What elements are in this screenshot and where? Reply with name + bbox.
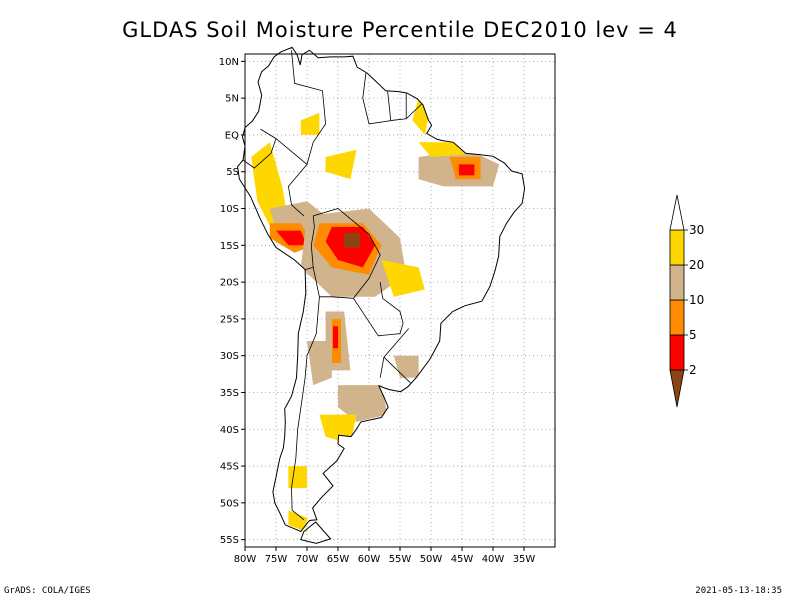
map-title: GLDAS Soil Moisture Percentile DEC2010 l… — [122, 18, 678, 42]
colorbar-label: 5 — [689, 328, 697, 342]
plot-area — [237, 46, 556, 548]
lat-tick-label: 50S — [220, 498, 239, 509]
lat-tick-label: 5N — [225, 94, 239, 105]
country-border — [310, 208, 381, 299]
lat-tick-label: EQ — [225, 130, 239, 141]
country-border — [379, 357, 385, 378]
lon-tick-label: 45W — [451, 554, 474, 565]
percentile-patch — [338, 385, 388, 422]
lat-tick-label: 35S — [220, 388, 239, 399]
colorbar-label: 30 — [689, 223, 704, 237]
lon-tick-label: 80W — [234, 554, 257, 565]
colorbar-label: 10 — [689, 293, 704, 307]
coastline — [237, 46, 526, 533]
lon-tick-label: 40W — [482, 554, 505, 565]
colorbar-label: 2 — [689, 363, 697, 377]
lon-tick-label: 75W — [265, 554, 288, 565]
colorbar-segment — [669, 194, 685, 231]
lat-tick-label: 10S — [220, 204, 239, 215]
colorbar-segment — [669, 334, 685, 371]
lon-tick-label: 55W — [389, 554, 412, 565]
percentile-patch — [300, 112, 320, 135]
colorbar-segment — [669, 299, 685, 336]
lat-tick-label: 25S — [220, 314, 239, 325]
percentile-patch — [344, 232, 361, 248]
country-border — [304, 267, 314, 270]
colorbar-segment — [669, 264, 685, 301]
lat-tick-label: 5S — [226, 167, 239, 178]
percentile-patch — [325, 149, 357, 180]
percentile-patch — [333, 326, 338, 349]
lon-tick-label: 50W — [420, 554, 443, 565]
country-borders — [237, 46, 526, 544]
percentile-patch — [276, 230, 307, 246]
percentile-patch — [307, 341, 332, 386]
lat-tick-label: 40S — [220, 425, 239, 436]
lon-tick-label: 65W — [327, 554, 350, 565]
lat-tick-label: 45S — [220, 462, 239, 473]
lat-tick-label: 20S — [220, 278, 239, 289]
percentile-patch — [381, 260, 425, 297]
country-border — [387, 90, 392, 121]
country-border — [291, 296, 320, 521]
lon-tick-label: 60W — [358, 554, 381, 565]
country-border — [287, 164, 308, 217]
lat-tick-label: 15S — [220, 241, 239, 252]
footer-credit: GrADS: COLA/IGES — [4, 586, 91, 596]
percentile-patch — [288, 510, 307, 533]
colorbar-legend: 2 5 10 20 30 — [669, 194, 704, 408]
plot-background — [245, 54, 555, 547]
lon-tick-label: 35W — [513, 554, 536, 565]
lon-tick-label: 70W — [296, 554, 319, 565]
country-border — [353, 282, 404, 337]
country-border — [362, 73, 422, 125]
longitude-axis: 80W 75W 70W 65W 60W 55W 50W 45W 40W 35W — [234, 547, 536, 565]
latitude-axis: 10N 5N EQ 5S 10S 15S 20S 25S 30S 35S 40S 45S 50S 55S — [219, 57, 245, 546]
lat-tick-label: 10N — [219, 57, 239, 68]
coastline-tierra-del-fuego — [300, 521, 332, 544]
colorbar-segment — [669, 229, 685, 266]
lat-tick-label: 30S — [220, 351, 239, 362]
percentile-patch — [288, 466, 307, 489]
colorbar-segment — [669, 369, 685, 408]
country-border — [242, 128, 277, 169]
percentile-patch — [458, 164, 475, 176]
colorbar-label: 20 — [689, 258, 704, 272]
footer-timestamp: 2021-05-13-18:35 — [695, 586, 782, 596]
lat-tick-label: 55S — [220, 535, 239, 546]
